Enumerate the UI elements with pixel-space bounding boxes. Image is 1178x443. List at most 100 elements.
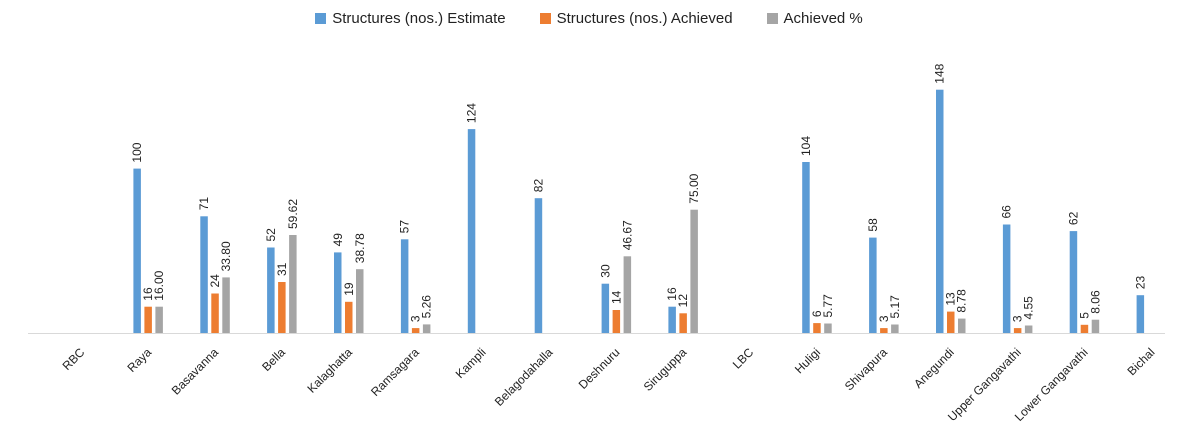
data-label-structures-nos-estimate-anegundi: 148 [933, 63, 947, 83]
data-label-achieved-ramsagara: 5.26 [420, 295, 434, 319]
bar-structures-nos-estimate-shivapura [869, 237, 877, 333]
data-label-achieved-bella: 59.62 [286, 199, 300, 229]
x-tick-label-siruguppa: Siruguppa [641, 345, 690, 394]
x-tick-label-kampli: Kampli [453, 345, 489, 381]
data-label-structures-nos-achieved-basavanna: 24 [208, 274, 222, 288]
bar-structures-nos-achieved-deshnuru [612, 310, 621, 333]
x-tick-label-ramsagara: Ramsagara [368, 345, 422, 399]
data-label-achieved-upper-gangavathi: 4.55 [1022, 296, 1036, 320]
data-label-achieved-siruguppa: 75.00 [687, 173, 701, 203]
data-label-achieved-raya: 16.00 [152, 270, 166, 300]
bar-structures-nos-achieved-ramsagara [411, 328, 420, 333]
bar-achieved-deshnuru [623, 256, 632, 333]
bar-structures-nos-achieved-raya [144, 306, 152, 333]
bar-structures-nos-achieved-lower-gangavathi [1080, 324, 1089, 333]
data-label-structures-nos-achieved-ramsagara: 3 [409, 315, 423, 322]
x-tick-label-basavanna: Basavanna [169, 345, 222, 398]
data-label-structures-nos-estimate-kampli: 124 [465, 103, 479, 123]
bar-achieved-raya [155, 306, 163, 333]
bar-structures-nos-estimate-ramsagara [400, 239, 409, 333]
data-label-structures-nos-estimate-kalaghatta: 49 [331, 233, 345, 247]
x-tick-label-shivapura: Shivapura [842, 345, 890, 393]
data-label-structures-nos-achieved-kalaghatta: 19 [342, 282, 356, 296]
legend-item-achieved-percent: Achieved % [766, 10, 863, 27]
data-label-structures-nos-achieved-siruguppa: 12 [676, 294, 690, 308]
bar-structures-nos-estimate-bella [267, 247, 275, 333]
bar-structures-nos-estimate-anegundi [936, 89, 944, 333]
data-label-structures-nos-estimate-shivapura: 58 [866, 218, 880, 232]
x-tick-label-belagodahalla: Belagodahalla [492, 345, 556, 409]
data-label-structures-nos-estimate-huligi: 104 [799, 136, 813, 156]
bar-structures-nos-estimate-deshnuru [601, 283, 610, 333]
bar-structures-nos-estimate-raya [133, 168, 141, 333]
data-label-structures-nos-achieved-shivapura: 3 [877, 315, 891, 322]
data-label-structures-nos-estimate-bichal: 23 [1133, 276, 1147, 290]
legend-swatch-achieved [539, 13, 551, 24]
data-label-achieved-anegundi: 8.78 [955, 289, 969, 313]
x-tick-label-raya: Raya [125, 345, 155, 375]
bar-structures-nos-estimate-lower-gangavathi [1069, 231, 1078, 333]
bar-structures-nos-estimate-bichal [1136, 295, 1145, 333]
data-label-structures-nos-estimate-belagodahalla: 82 [531, 179, 545, 193]
legend-item-achieved: Structures (nos.) Achieved [539, 10, 733, 27]
data-label-achieved-shivapura: 5.17 [888, 295, 902, 319]
bar-structures-nos-estimate-siruguppa [668, 306, 676, 333]
bar-structures-nos-achieved-anegundi [947, 311, 955, 333]
bar-achieved-shivapura [891, 324, 899, 333]
bar-achieved-bella [289, 235, 297, 333]
bar-achieved-basavanna [222, 277, 230, 333]
data-label-structures-nos-achieved-lower-gangavathi: 5 [1078, 312, 1092, 319]
bar-structures-nos-estimate-upper-gangavathi [1002, 224, 1011, 333]
data-label-structures-nos-estimate-raya: 100 [130, 142, 144, 162]
bar-structures-nos-achieved-upper-gangavathi [1013, 328, 1022, 333]
data-label-structures-nos-estimate-ramsagara: 57 [398, 220, 412, 234]
bar-structures-nos-achieved-kalaghatta [345, 301, 353, 333]
bar-structures-nos-estimate-huligi [802, 162, 810, 333]
bar-structures-nos-achieved-bella [278, 282, 286, 333]
x-tick-label-rbc: RBC [60, 345, 88, 373]
data-label-achieved-kalaghatta: 38.78 [353, 233, 367, 263]
legend-swatch-estimate [315, 13, 327, 24]
legend-label-achieved: Structures (nos.) Achieved [556, 10, 733, 27]
bar-structures-nos-estimate-kalaghatta [334, 252, 342, 333]
bar-structures-nos-achieved-basavanna [211, 293, 219, 333]
data-label-structures-nos-achieved-huligi: 6 [810, 310, 824, 317]
data-label-structures-nos-estimate-upper-gangavathi: 66 [1000, 205, 1014, 219]
bar-structures-nos-achieved-huligi [813, 323, 821, 333]
legend-item-estimate: Structures (nos.) Estimate [315, 10, 506, 27]
data-label-structures-nos-estimate-lower-gangavathi: 62 [1067, 211, 1081, 225]
data-label-structures-nos-estimate-siruguppa: 16 [665, 287, 679, 301]
bar-structures-nos-achieved-siruguppa [679, 313, 687, 333]
bar-achieved-upper-gangavathi [1024, 325, 1033, 333]
data-label-achieved-huligi: 5.77 [821, 294, 835, 318]
x-tick-label-upper-gangavathi: Upper Gangavathi [945, 345, 1024, 424]
data-label-achieved-basavanna: 33.80 [219, 241, 233, 271]
legend-label-estimate: Structures (nos.) Estimate [332, 10, 506, 27]
legend-swatch-achieved-percent [766, 13, 778, 24]
data-label-structures-nos-achieved-raya: 16 [141, 287, 155, 301]
x-tick-label-huligi: Huligi [792, 345, 823, 376]
data-label-achieved-lower-gangavathi: 8.06 [1089, 290, 1103, 314]
bar-structures-nos-estimate-basavanna [200, 216, 208, 333]
data-label-structures-nos-achieved-anegundi: 13 [944, 292, 958, 306]
x-tick-label-kalaghatta: Kalaghatta [304, 345, 355, 396]
data-label-structures-nos-achieved-bella: 31 [275, 262, 289, 276]
bar-achieved-lower-gangavathi [1091, 319, 1100, 333]
data-label-structures-nos-achieved-upper-gangavathi: 3 [1011, 315, 1025, 322]
data-label-structures-nos-estimate-deshnuru: 30 [598, 264, 612, 278]
data-label-structures-nos-estimate-basavanna: 71 [197, 197, 211, 211]
legend-label-achieved-percent: Achieved % [783, 10, 863, 27]
data-label-structures-nos-estimate-bella: 52 [264, 228, 278, 242]
data-label-achieved-deshnuru: 46.67 [620, 220, 634, 250]
data-label-structures-nos-achieved-deshnuru: 14 [609, 290, 623, 304]
legend: Structures (nos.) Estimate Structures (n… [0, 10, 1178, 27]
x-tick-label-anegundi: Anegundi [911, 345, 957, 391]
bar-structures-nos-achieved-shivapura [880, 328, 888, 333]
bar-achieved-ramsagara [422, 324, 431, 333]
x-tick-label-bella: Bella [259, 345, 288, 374]
x-tick-label-bichal: Bichal [1125, 345, 1158, 378]
bar-structures-nos-estimate-belagodahalla [534, 198, 543, 333]
bar-achieved-huligi [824, 323, 832, 333]
